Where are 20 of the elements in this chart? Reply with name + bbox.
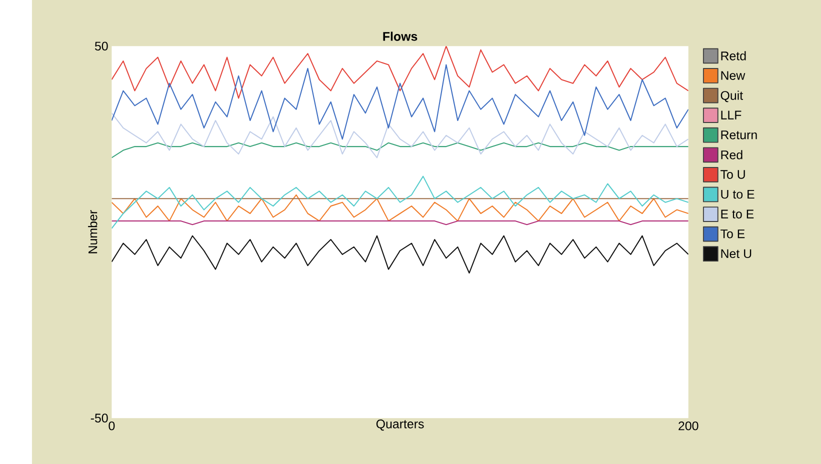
legend-label: Quit (720, 90, 743, 102)
x-axis-title: Quarters (376, 419, 424, 430)
legend-label: Red (721, 150, 742, 160)
chart-title: Flows (383, 32, 418, 41)
legend-label: LLF (721, 110, 742, 120)
line-series (112, 235, 688, 274)
legend-label: U to E (721, 190, 754, 199)
y-axis-title: Number (88, 210, 98, 254)
y-tick-label: 50 (94, 42, 108, 50)
x-tick-label: 200 (678, 421, 698, 430)
legend-label: Retd (721, 51, 746, 60)
legend-label: New (721, 71, 746, 80)
legend-label: Return (721, 130, 757, 140)
line-series (112, 194, 688, 222)
legend-label: E to E (721, 210, 754, 218)
x-tick-label: 0 (108, 421, 115, 430)
legend-label: To U (720, 170, 745, 179)
legend-label: Net U (721, 249, 752, 258)
legend-label: To E (720, 229, 745, 238)
y-tick-label: -50 (90, 414, 108, 422)
